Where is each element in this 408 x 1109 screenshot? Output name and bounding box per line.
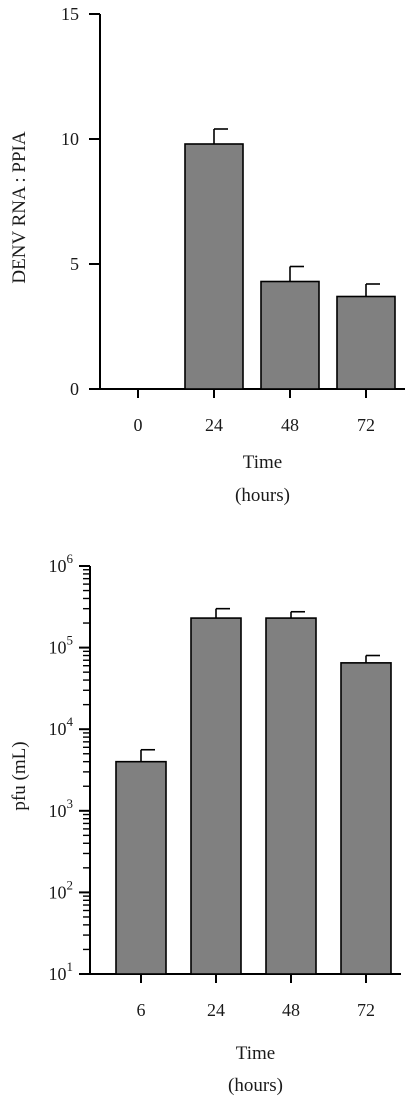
y-tick-label: 0 <box>70 379 79 399</box>
bar <box>184 143 244 390</box>
y-tick-label: 5 <box>70 254 79 274</box>
y-tick-label-exponent: 5 <box>67 633 74 648</box>
x-tick-label: 48 <box>282 1000 300 1020</box>
y-tick-label-exponent: 2 <box>67 877 74 892</box>
y-tick-label-base: 10 <box>49 964 67 984</box>
y-tick-label-base: 10 <box>49 882 67 902</box>
y-tick-label-exponent: 1 <box>67 959 74 974</box>
y-tick-label: 106 <box>49 551 74 576</box>
bar <box>115 760 167 975</box>
bar <box>190 617 242 975</box>
y-tick-label-exponent: 4 <box>67 714 74 729</box>
y-tick-label-base: 10 <box>49 556 67 576</box>
x-axis-title: Time <box>236 1043 275 1064</box>
y-tick-label-exponent: 3 <box>67 796 74 811</box>
x-axis-title-unit: (hours) <box>228 1075 283 1096</box>
y-axis-title: DENV RNA : PPIA <box>9 131 30 283</box>
x-axis-title-unit: (hours) <box>235 485 290 506</box>
y-tick-label-base: 10 <box>49 801 67 821</box>
y-tick-label-base: 10 <box>49 638 67 658</box>
y-tick-label: 10 <box>61 129 79 149</box>
y-axis-title: pfu (mL) <box>9 741 30 810</box>
x-tick-label: 6 <box>137 1000 146 1020</box>
y-tick-label-base: 10 <box>49 719 67 739</box>
x-tick-label: 0 <box>134 415 143 435</box>
x-tick-label: 72 <box>357 1000 375 1020</box>
bar <box>260 280 320 390</box>
y-tick-label: 105 <box>49 633 74 658</box>
bar <box>340 662 392 975</box>
y-tick-label: 15 <box>61 4 79 24</box>
y-tick-label: 102 <box>49 877 74 902</box>
y-tick-label: 101 <box>49 959 74 984</box>
bar <box>265 617 317 975</box>
y-tick-label: 104 <box>49 714 74 739</box>
x-tick-label: 72 <box>357 415 375 435</box>
bar <box>336 295 396 390</box>
x-tick-label: 48 <box>281 415 299 435</box>
x-tick-label: 24 <box>207 1000 225 1020</box>
y-tick-label-exponent: 6 <box>67 551 74 566</box>
x-axis-title: Time <box>243 452 282 473</box>
y-tick-label: 103 <box>49 796 74 821</box>
x-tick-label: 24 <box>205 415 223 435</box>
